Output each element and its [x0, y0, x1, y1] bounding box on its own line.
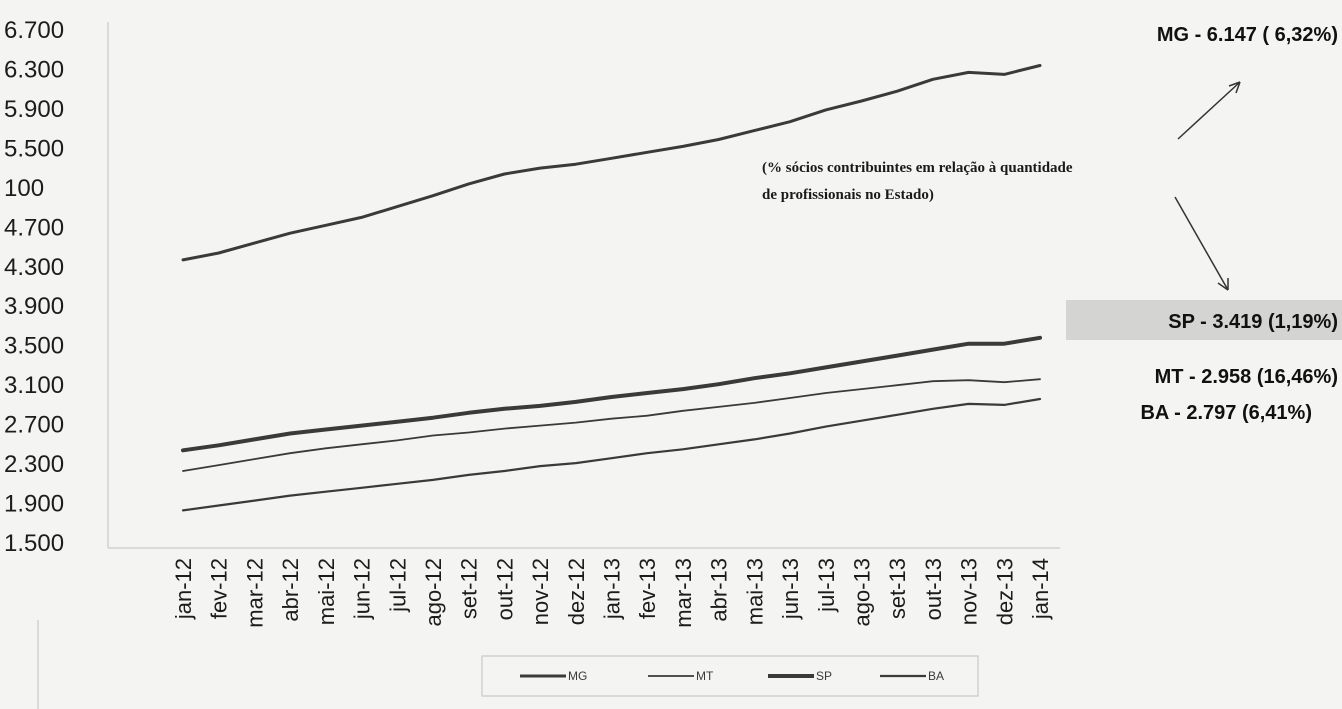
y-tick-label: 6.700 — [4, 17, 64, 44]
x-tick-label: fev-12 — [207, 558, 232, 619]
x-tick-label: nov-12 — [528, 558, 553, 625]
x-axis: jan-12 fev-12 mar-12 abr-12 mai-12 jun-12 jul-… — [171, 558, 1053, 628]
sp-arrow-head — [1217, 278, 1229, 291]
x-tick-label: jun-13 — [778, 558, 803, 620]
x-tick-label: jun-12 — [350, 558, 375, 620]
x-tick-label: out-12 — [492, 558, 517, 620]
note-line-2: de profissionais no Estado) — [762, 187, 934, 203]
y-tick-label: 6.300 — [4, 56, 64, 83]
series-line-mg — [181, 64, 1042, 262]
x-tick-label: dez-12 — [564, 558, 589, 625]
ba-value-label: BA - 2.797 (6,41%) — [1140, 402, 1312, 424]
chart-frame — [37, 22, 1060, 709]
mg-value-label: MG - 6.147 ( 6,32%) — [1157, 24, 1338, 46]
x-tick-label: nov-13 — [957, 558, 982, 625]
x-tick-label: jan-13 — [600, 558, 625, 620]
mg-arrow-head — [1228, 81, 1241, 94]
legend-label-sp: SP — [816, 669, 832, 683]
note-line-1: (% sócios contribuintes em relação à qua… — [762, 160, 1073, 176]
legend: MG MT SP BA — [481, 655, 979, 697]
series-line-sp — [181, 335, 1042, 453]
x-tick-label: ago-12 — [421, 558, 446, 627]
x-tick-label: set-13 — [885, 558, 910, 619]
mt-value-label: MT - 2.958 (16,46%) — [1155, 366, 1338, 388]
x-tick-label: jul-13 — [814, 558, 839, 613]
x-tick-label: ago-13 — [849, 558, 874, 627]
x-tick-label: jan-12 — [171, 558, 196, 620]
x-tick-label: abr-12 — [278, 558, 303, 622]
x-tick-label: fev-13 — [635, 558, 660, 619]
y-tick-label: 2.700 — [4, 412, 64, 439]
x-tick-label: dez-13 — [992, 558, 1017, 625]
y-tick-label: 3.900 — [4, 293, 64, 320]
annotations: MG - 6.147 ( 6,32%) (% sócios contribuin… — [762, 24, 1342, 424]
y-tick-label: 3.500 — [4, 333, 64, 360]
series-lines — [181, 64, 1042, 512]
x-tick-label: jul-12 — [385, 558, 410, 613]
y-tick-label: 100 — [4, 175, 44, 202]
x-tick-label: out-13 — [921, 558, 946, 620]
y-tick-label: 3.100 — [4, 372, 64, 399]
mg-arrow — [1177, 81, 1241, 140]
x-tick-label: jan-14 — [1028, 558, 1053, 620]
legend-box — [481, 655, 979, 697]
sp-label-highlight — [1066, 300, 1342, 340]
legend-label-mg: MG — [568, 669, 587, 683]
y-axis: 1.500 1.900 2.300 2.700 3.100 3.500 3.900 4.300… — [4, 17, 64, 557]
y-tick-label: 4.300 — [4, 254, 64, 281]
series-line-ba — [181, 397, 1042, 512]
y-tick-label: 2.300 — [4, 451, 64, 478]
x-tick-label: mar-12 — [242, 558, 267, 628]
sp-value-label: SP - 3.419 (1,19%) — [1168, 311, 1338, 333]
y-tick-label: 1.500 — [4, 530, 64, 557]
y-tick-label: 1.900 — [4, 491, 64, 518]
x-tick-label: mar-13 — [671, 558, 696, 628]
y-tick-label: 5.900 — [4, 96, 64, 123]
x-tick-label: mai-12 — [314, 558, 339, 625]
y-tick-label: 4.700 — [4, 214, 64, 241]
y-tick-label: 5.500 — [4, 135, 64, 162]
legend-label-mt: MT — [696, 669, 714, 683]
x-tick-label: mai-13 — [742, 558, 767, 625]
x-tick-label: set-12 — [457, 558, 482, 619]
x-tick-label: abr-13 — [707, 558, 732, 622]
series-line-mt — [182, 378, 1041, 472]
sp-arrow — [1174, 196, 1229, 291]
legend-label-ba: BA — [928, 669, 944, 683]
